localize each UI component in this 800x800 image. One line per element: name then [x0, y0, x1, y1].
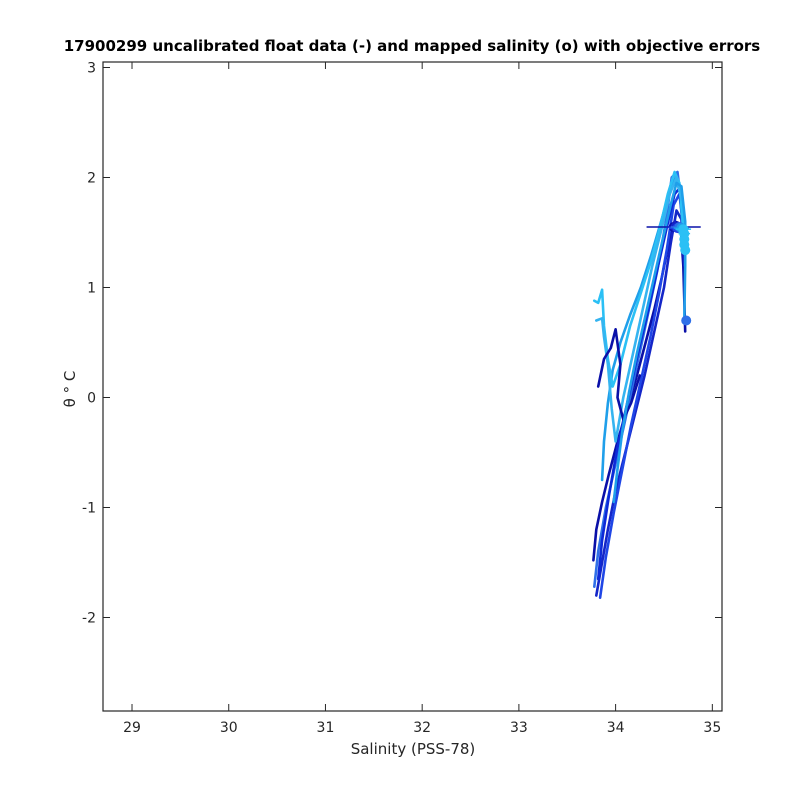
y-axis-label: θ ° C: [61, 371, 79, 408]
series-line-8: [594, 176, 683, 443]
mapped-point-10: [680, 245, 691, 256]
x-tick-label: 33: [510, 720, 528, 736]
y-tick-label: -2: [82, 611, 96, 627]
series-line-9: [596, 327, 642, 421]
axes-box: [102, 61, 723, 712]
plot-area: [592, 170, 701, 600]
series-line-3: [598, 192, 685, 600]
x-tick-label: 34: [607, 720, 625, 736]
x-tick-label: 30: [220, 720, 238, 736]
chart-title: 17900299 uncalibrated float data (-) and…: [64, 37, 761, 55]
x-axis-label: Salinity (PSS-78): [351, 740, 476, 758]
x-tick-label: 35: [703, 720, 721, 736]
y-tick-label: 0: [87, 391, 96, 407]
y-tick-label: -1: [82, 501, 96, 517]
mapped-point-11: [681, 315, 692, 326]
y-tick-label: 2: [87, 171, 96, 187]
series-line-7: [592, 170, 685, 388]
axes: 29 30 31 32 33 34 35 -2 -1 0 1 2 3: [82, 61, 723, 736]
series-line-2: [594, 209, 686, 597]
x-tick-label: 29: [123, 720, 141, 736]
x-tick-label: 32: [413, 720, 431, 736]
x-tick-label: 31: [317, 720, 335, 736]
y-tick-label: 3: [87, 61, 96, 77]
series-line-10: [612, 181, 687, 504]
y-tick-label: 1: [87, 281, 96, 297]
